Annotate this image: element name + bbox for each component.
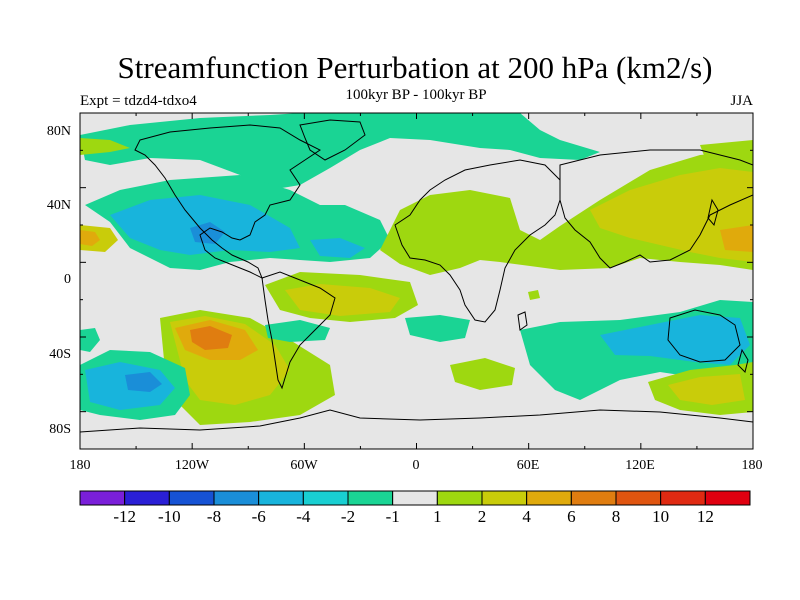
- contour-pos-westpac-core: [80, 230, 100, 246]
- colorbar-label: 8: [611, 507, 621, 526]
- colorbar-label: 1: [433, 507, 442, 526]
- colorbar-label: -10: [157, 507, 181, 526]
- colorbar-swatch: [79, 490, 126, 506]
- coast-europe-africa: [394, 159, 561, 323]
- experiment-label: Expt = tdzd4-tdxo4: [80, 93, 197, 109]
- contour-neg-atlantic: [405, 315, 470, 342]
- coast-greenland: [299, 119, 366, 161]
- contour-pos-indian-small: [450, 358, 515, 390]
- colorbar-swatch: [660, 490, 706, 506]
- colorbar-label: -4: [296, 507, 311, 526]
- coast-australia: [667, 309, 741, 363]
- lon-label-0: 0: [412, 458, 420, 473]
- colorbar-swatch: [168, 490, 215, 506]
- colorbar-swatch: [392, 490, 438, 506]
- lon-label-120e: 120E: [625, 458, 655, 473]
- map-title: Streamfunction Perturbation at 200 hPa (…: [117, 50, 713, 85]
- lat-label-40n: 40N: [46, 198, 71, 213]
- contour-field: [80, 113, 753, 449]
- contour-neg-indian-inner: [600, 315, 750, 365]
- lon-label-180e: 180: [741, 458, 763, 473]
- contour-pos-southpac-8: [190, 326, 232, 350]
- colorbar-swatch: [704, 490, 751, 506]
- coast-south-america: [261, 271, 336, 390]
- contour-north-arctic: [80, 113, 600, 190]
- coast-madagascar: [517, 311, 528, 331]
- coastlines: [80, 119, 753, 433]
- contour-neg-sa-band: [265, 320, 330, 342]
- lat-label-40s: 40S: [49, 347, 71, 362]
- contour-pos-southeast-inner: [668, 374, 745, 405]
- colorbar-swatch: [347, 490, 394, 506]
- colorbar-swatch: [436, 490, 483, 506]
- colorbar-label: 6: [567, 507, 576, 526]
- colorbar-swatch: [302, 490, 349, 506]
- period-label: 100kyr BP - 100kyr BP: [345, 87, 487, 103]
- colorbar-label: -1: [385, 507, 400, 526]
- colorbar-swatch: [258, 490, 304, 506]
- colorbar-label: 10: [652, 507, 670, 526]
- lat-label-0: 0: [64, 272, 71, 287]
- coast-newzealand: [737, 348, 749, 373]
- contour-namerica-core: [190, 222, 225, 244]
- contour-north-green: [80, 138, 130, 155]
- colorbar-swatch: [481, 490, 528, 506]
- contour-pos-samerica-inner: [285, 284, 400, 316]
- colorbar-swatch: [615, 490, 662, 506]
- colorbar-label: -6: [251, 507, 266, 526]
- lat-label-80s: 80S: [49, 422, 71, 437]
- colorbar-label: 12: [696, 507, 714, 526]
- contour-pos-islands: [528, 290, 540, 300]
- lon-label-180w: 180: [69, 458, 91, 473]
- colorbar-label: 2: [477, 507, 487, 526]
- colorbar-swatch: [526, 490, 572, 506]
- coast-japan: [707, 198, 719, 227]
- contour-atlantic-low: [310, 238, 365, 258]
- colorbar-label: 4: [522, 507, 531, 526]
- lon-label-120w: 120W: [174, 458, 210, 473]
- colorbar: [79, 490, 751, 506]
- coast-asia: [559, 149, 753, 269]
- lat-label-80n: 80N: [46, 124, 71, 139]
- season-label: JJA: [730, 93, 753, 109]
- colorbar-label: -8: [206, 507, 222, 526]
- colorbar-swatch: [124, 490, 170, 506]
- lon-label-60e: 60E: [516, 458, 540, 473]
- colorbar-swatch: [213, 490, 260, 506]
- colorbar-label: -2: [340, 507, 356, 526]
- lon-label-60w: 60W: [290, 458, 318, 473]
- contour-pos-asia: [590, 168, 753, 262]
- contour-pos-asia-core: [720, 225, 753, 252]
- colorbar-swatch: [570, 490, 617, 506]
- colorbar-label: -12: [113, 507, 136, 526]
- axis-ticks: [79, 112, 754, 450]
- contour-neg-southpac-core: [125, 372, 162, 392]
- contour-neg-southpac-west: [80, 328, 100, 352]
- coast-antarctica: [80, 409, 753, 433]
